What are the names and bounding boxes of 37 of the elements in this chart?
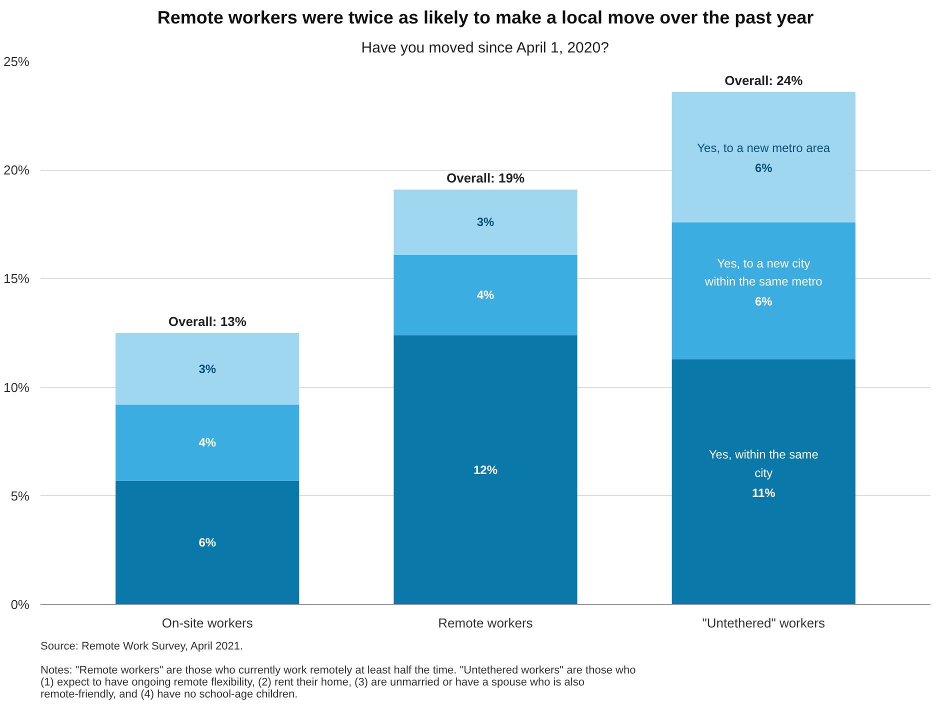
bar	[672, 222, 856, 360]
series-label: Yes, to a new metro area	[697, 141, 830, 156]
data-label: 6%	[754, 294, 773, 309]
data-label: 3%	[198, 362, 216, 376]
bar	[672, 359, 856, 604]
total-label: Overall: 13%	[168, 314, 247, 329]
chart-subtitle: Have you moved since April 1, 2020?	[361, 40, 609, 56]
series-label: Yes, to a new city within the same metro	[704, 256, 823, 289]
x-tick-label: On-site workers	[162, 616, 254, 630]
text: Notes: "Remote workers" are those who currently work remotely at least half the time. "Untethered workers" are those who (1) expect to have ongoing remote flexibility, (2) rent their home, (3) are unmarried or have a spouse who is also remote-friendly, and (4) have no school-age children.	[40, 664, 636, 700]
bar	[116, 333, 300, 405]
y-tick-label: 15%	[3, 271, 30, 286]
data-label: 3%	[476, 215, 494, 230]
bar	[394, 254, 578, 336]
bar	[394, 190, 578, 255]
total-label: Overall: 19%	[446, 170, 525, 186]
bar	[394, 335, 578, 604]
chart-title: Remote workers were twice as likely to make a local move over the past year	[157, 8, 814, 28]
bar	[672, 92, 856, 222]
y-tick-label: 20%	[3, 162, 30, 178]
source-note: Source: Remote Work Survey, April 2021.	[40, 640, 244, 652]
data-label: 12%	[473, 462, 498, 477]
data-label: 4%	[476, 288, 494, 302]
data-label: 6%	[754, 161, 773, 176]
data-label: 11%	[752, 486, 776, 500]
x-tick-label: Remote workers	[438, 616, 534, 630]
y-tick-label: 5%	[10, 488, 30, 504]
data-label: 4%	[198, 436, 216, 450]
data-label: 6%	[198, 536, 216, 550]
y-tick-label: 10%	[3, 380, 30, 395]
x-tick-label: "Untethered" workers	[702, 616, 826, 630]
bar	[116, 480, 300, 604]
y-tick-label: 0%	[10, 597, 30, 612]
series-label: Yes, within the same city	[708, 448, 819, 480]
total-label: Overall: 24%	[724, 72, 804, 88]
y-tick-label: 25%	[3, 54, 30, 69]
bar	[116, 404, 300, 481]
